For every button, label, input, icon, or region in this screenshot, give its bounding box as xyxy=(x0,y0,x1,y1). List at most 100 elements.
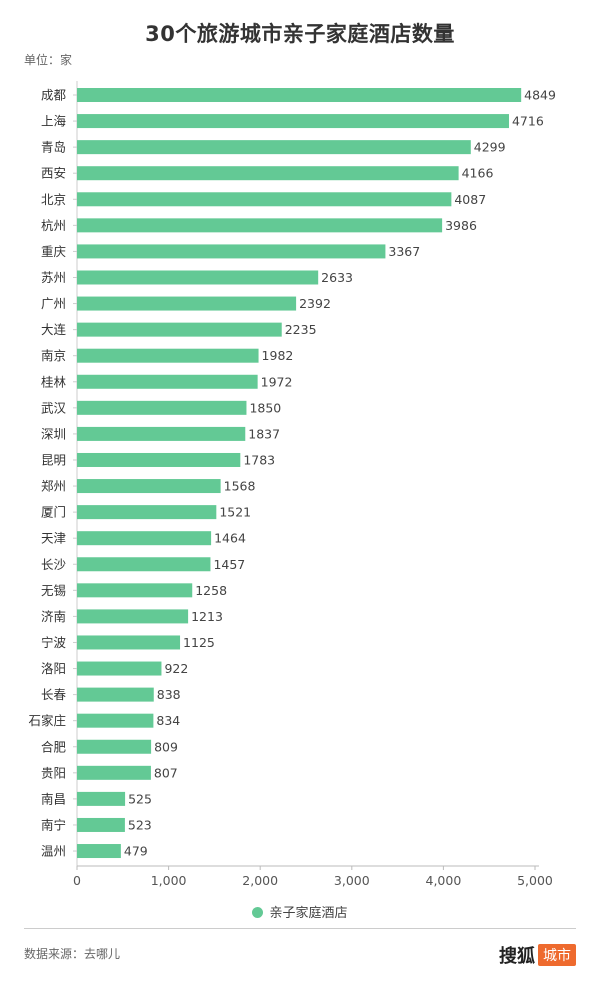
data-label: 834 xyxy=(156,713,180,728)
bar xyxy=(77,817,125,832)
data-label: 523 xyxy=(128,817,152,832)
data-label: 4087 xyxy=(454,192,486,207)
category-label: 郑州 xyxy=(41,479,66,494)
data-label: 2392 xyxy=(299,296,331,311)
x-tick-label: 2,000 xyxy=(242,873,278,888)
data-label: 4166 xyxy=(462,166,494,181)
category-label: 北京 xyxy=(41,192,66,207)
data-label: 2633 xyxy=(321,270,353,285)
legend-marker xyxy=(252,907,264,918)
data-label: 525 xyxy=(128,791,152,806)
bar xyxy=(77,270,319,285)
data-label: 1457 xyxy=(213,557,245,572)
data-label: 4299 xyxy=(474,140,506,155)
bar xyxy=(77,844,121,859)
data-label: 807 xyxy=(154,765,178,780)
x-tick-label: 0 xyxy=(73,873,81,888)
category-label: 桂林 xyxy=(41,374,67,389)
bar-chart: 成都 4849 上海 4716 青岛 4299 西安 4166 北京 4087 杭州 3986 重庆 33… xyxy=(28,81,556,888)
category-label: 苏州 xyxy=(41,270,66,285)
data-label: 1982 xyxy=(262,348,294,363)
data-label: 1850 xyxy=(249,400,281,415)
bar xyxy=(77,531,212,546)
category-label: 杭州 xyxy=(41,218,66,233)
category-label: 长春 xyxy=(41,687,67,702)
category-label: 南宁 xyxy=(41,817,66,832)
category-label: 武汉 xyxy=(41,400,67,415)
bar xyxy=(77,348,259,363)
data-label: 838 xyxy=(157,687,181,702)
bar xyxy=(77,192,452,207)
category-label: 天津 xyxy=(41,531,66,546)
data-label: 1258 xyxy=(195,583,227,598)
data-label: 1521 xyxy=(219,505,251,520)
bar xyxy=(77,765,151,780)
data-label: 809 xyxy=(154,739,178,754)
bar xyxy=(77,114,509,129)
data-label: 479 xyxy=(124,844,148,859)
bar xyxy=(77,374,258,389)
bar xyxy=(77,166,459,181)
data-label: 1783 xyxy=(243,452,275,467)
data-label: 4849 xyxy=(524,88,556,103)
data-label: 2235 xyxy=(285,322,317,337)
bar xyxy=(77,609,189,624)
bar xyxy=(77,426,246,441)
category-label: 大连 xyxy=(41,322,67,337)
bar xyxy=(77,452,241,467)
bar xyxy=(77,713,154,728)
brand-main-text: 搜狐 xyxy=(499,946,535,967)
bar xyxy=(77,583,193,598)
category-label: 西安 xyxy=(41,166,66,181)
legend[interactable]: 亲子家庭酒店 xyxy=(0,902,600,921)
bar xyxy=(77,505,217,520)
category-label: 长沙 xyxy=(41,557,67,572)
bar xyxy=(77,479,221,494)
data-label: 1125 xyxy=(183,635,215,650)
bar xyxy=(77,88,522,102)
category-label: 广州 xyxy=(41,296,66,311)
category-label: 南京 xyxy=(41,348,66,363)
unit-label: 单位：家 xyxy=(24,53,73,67)
category-label: 上海 xyxy=(41,114,67,129)
bar xyxy=(77,661,162,676)
category-label: 成都 xyxy=(41,88,67,103)
category-label: 合肥 xyxy=(41,739,67,754)
category-label: 厦门 xyxy=(41,505,66,520)
bar xyxy=(77,687,154,702)
category-label: 重庆 xyxy=(41,244,67,259)
data-label: 1972 xyxy=(261,374,293,389)
bar xyxy=(77,791,126,806)
data-label: 1464 xyxy=(214,531,246,546)
category-label: 温州 xyxy=(41,844,66,859)
x-tick-label: 5,000 xyxy=(517,873,553,888)
x-tick-label: 3,000 xyxy=(334,873,370,888)
data-label: 1568 xyxy=(224,479,256,494)
chart-title: 30个旅游城市亲子家庭酒店数量 xyxy=(145,22,455,46)
bar xyxy=(77,296,297,311)
category-label: 石家庄 xyxy=(28,713,66,728)
legend-label: 亲子家庭酒店 xyxy=(269,906,348,921)
data-label: 922 xyxy=(164,661,188,676)
category-label: 洛阳 xyxy=(41,661,66,676)
category-label: 南昌 xyxy=(41,791,66,806)
data-label: 1837 xyxy=(248,426,280,441)
category-label: 青岛 xyxy=(41,140,66,155)
category-label: 宁波 xyxy=(41,635,67,650)
data-label: 3367 xyxy=(388,244,420,259)
bar xyxy=(77,322,282,337)
bar xyxy=(77,218,443,233)
category-label: 昆明 xyxy=(41,452,66,467)
bar xyxy=(77,739,152,754)
bar xyxy=(77,140,471,155)
category-label: 无锡 xyxy=(41,583,66,598)
bar xyxy=(77,400,247,415)
brand-sub-badge: 城市 xyxy=(538,944,576,966)
data-label: 4716 xyxy=(512,114,544,129)
category-label: 深圳 xyxy=(41,426,66,441)
bar xyxy=(77,244,386,259)
x-tick-label: 4,000 xyxy=(426,873,462,888)
footer-divider xyxy=(24,928,576,929)
category-label: 贵阳 xyxy=(41,765,66,780)
x-tick-label: 1,000 xyxy=(151,873,187,888)
